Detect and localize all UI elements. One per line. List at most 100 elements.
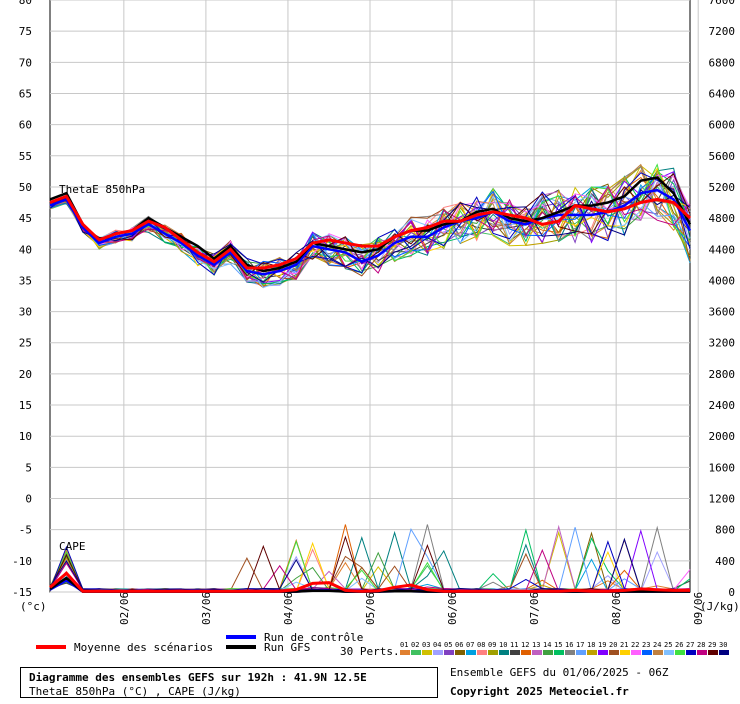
pert-legend-number: 10 bbox=[499, 641, 507, 649]
pert-legend-swatch bbox=[422, 650, 432, 655]
y-left-tick-label: 60 bbox=[19, 119, 32, 132]
pert-legend-swatch bbox=[675, 650, 685, 655]
y-right-tick-label: 6400 bbox=[709, 87, 736, 100]
pert-legend-number: 22 bbox=[631, 641, 639, 649]
pert-legend-swatch bbox=[565, 650, 575, 655]
x-tick-label: 09/06 bbox=[692, 592, 705, 625]
pert-legend-number: 23 bbox=[642, 641, 650, 649]
pert-legend-number: 13 bbox=[532, 641, 540, 649]
y-left-tick-label: 0 bbox=[25, 493, 32, 506]
y-right-tick-label: 1600 bbox=[709, 461, 736, 474]
pert-legend-number: 04 bbox=[433, 641, 441, 649]
pert-legend-swatch bbox=[400, 650, 410, 655]
pert-legend-swatch bbox=[499, 650, 509, 655]
y-left-tick-label: 80 bbox=[19, 0, 32, 7]
left-axis-unit: (°c) bbox=[20, 600, 47, 613]
y-right-tick-label: 4400 bbox=[709, 243, 736, 256]
y-left-tick-label: 20 bbox=[19, 368, 32, 381]
y-left-tick-label: -5 bbox=[19, 524, 32, 537]
x-tick-label: 02/06 bbox=[118, 592, 131, 625]
pert-legend-number: 17 bbox=[576, 641, 584, 649]
y-right-tick-label: 7200 bbox=[709, 25, 736, 38]
pert-legend-number: 18 bbox=[587, 641, 595, 649]
right-axis-unit: (J/kg) bbox=[700, 600, 740, 613]
y-left-tick-label: 10 bbox=[19, 430, 32, 443]
pert-legend-swatch bbox=[653, 650, 663, 655]
pert-legend-number: 01 bbox=[400, 641, 408, 649]
y-right-tick-label: 5600 bbox=[709, 150, 736, 163]
pert-legend-number: 30 bbox=[719, 641, 727, 649]
legend-gfs-label: Run GFS bbox=[264, 641, 310, 654]
y-left-tick-label: 40 bbox=[19, 243, 32, 256]
pert-legend-number: 06 bbox=[455, 641, 463, 649]
x-tick-label: 03/06 bbox=[200, 592, 213, 625]
y-left-tick-label: 75 bbox=[19, 25, 32, 38]
y-right-tick-label: 4000 bbox=[709, 274, 736, 287]
panel-label-cape: CAPE bbox=[59, 540, 86, 553]
pert-legend-number: 11 bbox=[510, 641, 518, 649]
pert-legend-number: 02 bbox=[411, 641, 419, 649]
y-right-tick-label: 800 bbox=[715, 524, 735, 537]
pert-legend-number: 21 bbox=[620, 641, 628, 649]
y-right-tick-label: 3600 bbox=[709, 306, 736, 319]
pert-legend-number: 25 bbox=[664, 641, 672, 649]
pert-legend-number: 19 bbox=[598, 641, 606, 649]
pert-legend-swatch bbox=[708, 650, 718, 655]
y-axis-right: 7600720068006400600056005200480044004000… bbox=[709, 0, 736, 599]
pert-legend-number: 29 bbox=[708, 641, 716, 649]
y-left-tick-label: 55 bbox=[19, 150, 32, 163]
pert-legend-number: 16 bbox=[565, 641, 573, 649]
pert-legend-number: 14 bbox=[543, 641, 551, 649]
pert-legend-number: 05 bbox=[444, 641, 452, 649]
series-thetae-line bbox=[49, 194, 692, 270]
chart-info-box: Diagramme des ensembles GEFS sur 192h : … bbox=[20, 667, 438, 698]
pert-legend-swatch bbox=[510, 650, 520, 655]
x-tick-label: 05/06 bbox=[364, 592, 377, 625]
pert-legend-swatch bbox=[532, 650, 542, 655]
pert-legend-swatch bbox=[664, 650, 674, 655]
y-left-tick-label: 5 bbox=[25, 461, 32, 474]
pert-legend-number: 24 bbox=[653, 641, 661, 649]
pert-legend-swatch bbox=[455, 650, 465, 655]
y-left-tick-label: 35 bbox=[19, 274, 32, 287]
y-right-tick-label: 400 bbox=[715, 555, 735, 568]
pert-legend-swatch bbox=[697, 650, 707, 655]
y-right-tick-label: 2400 bbox=[709, 399, 736, 412]
x-tick-label: 08/06 bbox=[610, 592, 623, 625]
x-tick-label: 07/06 bbox=[528, 592, 541, 625]
legend-perts-label: 30 Perts. bbox=[340, 645, 400, 658]
run-info: Ensemble GEFS du 01/06/2025 - 06Z bbox=[450, 666, 669, 679]
y-left-tick-label: -10 bbox=[12, 555, 32, 568]
y-right-tick-label: 4800 bbox=[709, 212, 736, 225]
y-left-tick-label: 50 bbox=[19, 181, 32, 194]
pert-legend-swatch bbox=[433, 650, 443, 655]
y-right-tick-label: 1200 bbox=[709, 493, 736, 506]
legend-control-label: Run de contrôle bbox=[264, 631, 363, 644]
y-right-tick-label: 0 bbox=[728, 586, 735, 599]
pert-legend-number: 20 bbox=[609, 641, 617, 649]
y-right-tick-label: 2800 bbox=[709, 368, 736, 381]
pert-legend-number: 08 bbox=[477, 641, 485, 649]
main-series bbox=[49, 176, 692, 593]
pert-legend-swatch bbox=[642, 650, 652, 655]
y-right-tick-label: 5200 bbox=[709, 181, 736, 194]
y-left-tick-label: 30 bbox=[19, 306, 32, 319]
pert-legend-swatch bbox=[576, 650, 586, 655]
panel-label-thetae: ThetaE 850hPa bbox=[59, 183, 145, 196]
copyright: Copyright 2025 Meteociel.fr bbox=[450, 685, 629, 698]
pert-legend-swatch bbox=[554, 650, 564, 655]
pert-legend-swatch bbox=[488, 650, 498, 655]
pert-legend-number: 28 bbox=[697, 641, 705, 649]
pert-legend-number: 27 bbox=[686, 641, 694, 649]
pert-legend-swatch bbox=[521, 650, 531, 655]
y-left-tick-label: -15 bbox=[12, 586, 32, 599]
y-right-tick-label: 2000 bbox=[709, 430, 736, 443]
y-left-tick-label: 25 bbox=[19, 337, 32, 350]
pert-legend-swatch bbox=[444, 650, 454, 655]
chart-title: Diagramme des ensembles GEFS sur 192h : … bbox=[29, 671, 367, 684]
pert-legend-swatch bbox=[411, 650, 421, 655]
pert-legend-swatch bbox=[598, 650, 608, 655]
pert-legend-swatch bbox=[686, 650, 696, 655]
pert-legend-number: 07 bbox=[466, 641, 474, 649]
